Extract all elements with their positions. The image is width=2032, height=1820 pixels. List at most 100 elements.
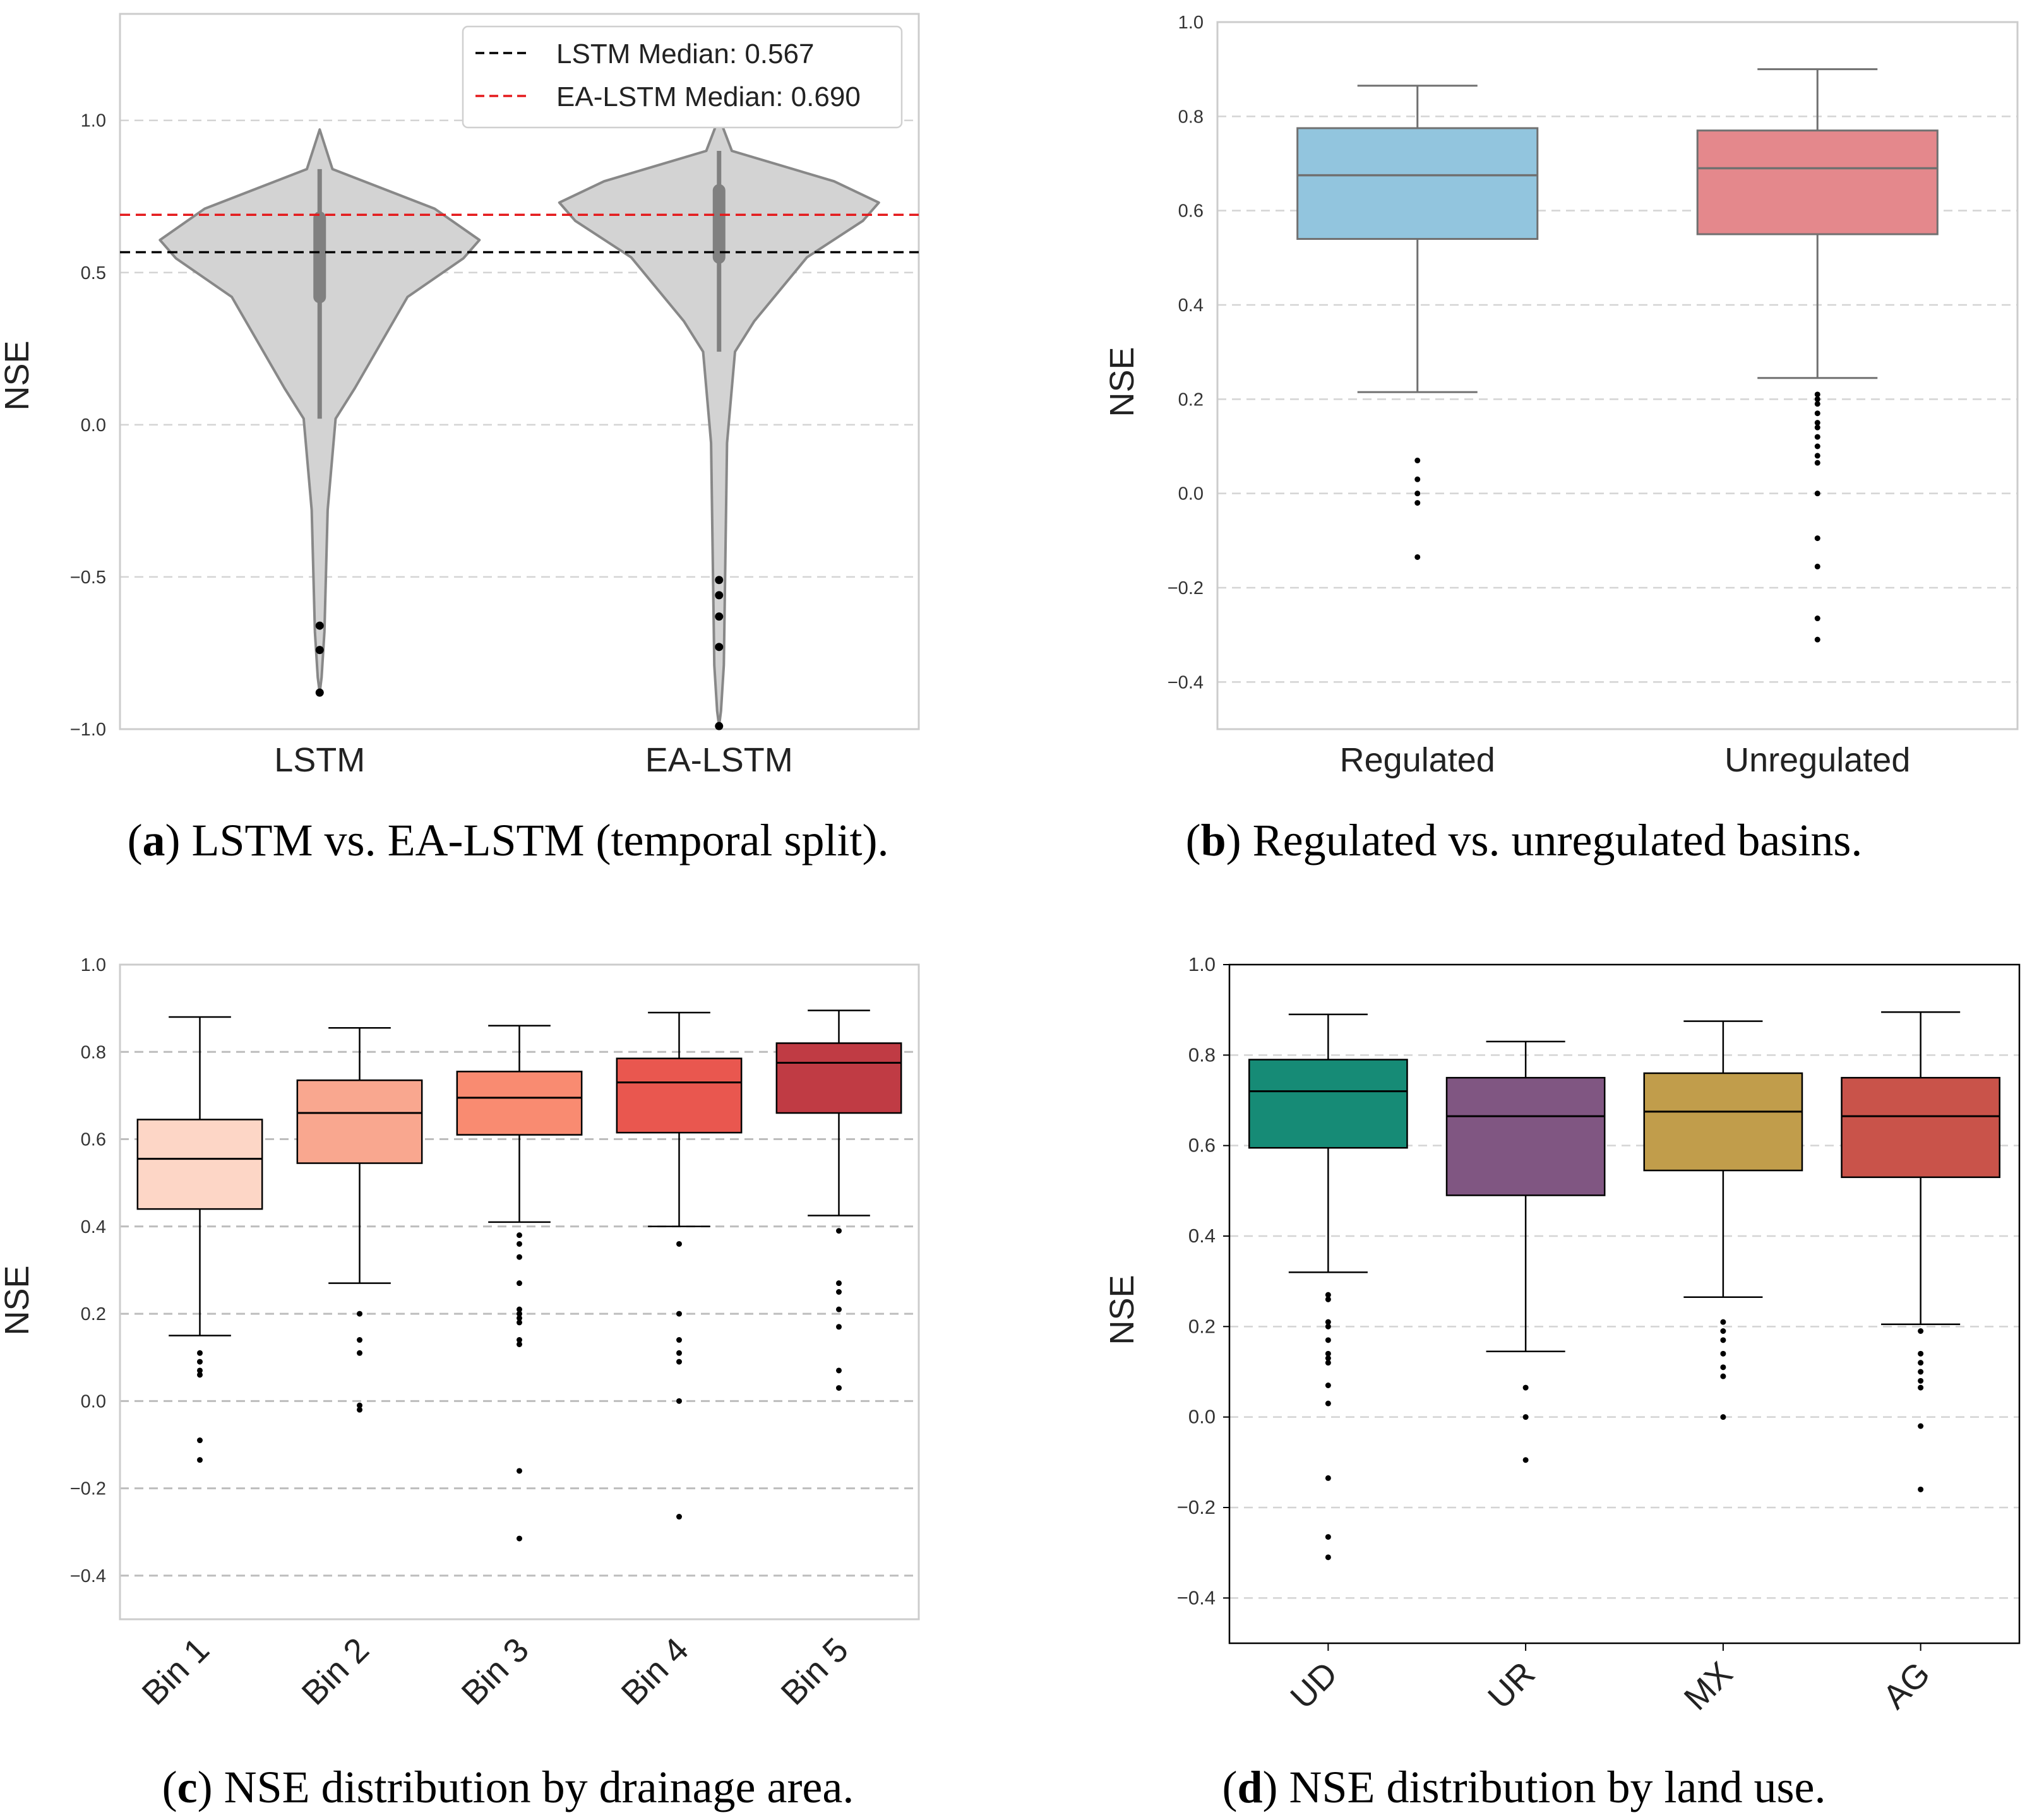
y-tick-label: 0.6 [81, 1130, 106, 1150]
legend-box [462, 25, 903, 129]
caption-d: (d) NSE distribution by land use. [1222, 1762, 1826, 1812]
x-tick-label: EA-LSTM [645, 741, 793, 779]
y-tick-label: −0.5 [70, 568, 106, 588]
outlier-point [676, 1398, 682, 1404]
outlier-point [517, 1311, 522, 1317]
outlier-point [836, 1228, 842, 1234]
outlier-point [1814, 401, 1820, 407]
y-tick-label: 0.0 [81, 1391, 106, 1412]
outlier-point [517, 1315, 522, 1321]
outlier-point [197, 1457, 203, 1463]
outlier-point [715, 612, 724, 621]
y-tick-label: 0.4 [81, 1217, 106, 1237]
box-bin-4 [616, 1057, 743, 1134]
outlier-point [836, 1385, 842, 1391]
axes-frame [1228, 963, 2021, 1645]
x-tick-label: Bin 5 [774, 1631, 856, 1712]
outlier-point [197, 1350, 203, 1356]
outlier-point [1918, 1360, 1924, 1366]
outlier-point [1414, 491, 1421, 497]
y-tick-label: −0.4 [70, 1566, 106, 1586]
outlier-point [1720, 1337, 1726, 1343]
outlier-point [715, 722, 724, 730]
outlier-point [1814, 460, 1820, 466]
box-regulated [1296, 127, 1539, 240]
axes-frame [119, 13, 920, 730]
outlier-point [1918, 1384, 1924, 1391]
box-bin-3 [456, 1071, 583, 1136]
x-tick-label: UR [1481, 1655, 1543, 1716]
y-axis-label: NSE [0, 1265, 36, 1335]
outlier-point [357, 1350, 362, 1356]
outlier-point [1918, 1328, 1924, 1334]
outlier-point [517, 1306, 522, 1312]
outlier-point [1720, 1373, 1726, 1379]
x-tick-label: Bin 1 [135, 1631, 217, 1712]
outlier-point [357, 1311, 362, 1317]
box-bin-5 [775, 1042, 902, 1114]
outlier-point [1522, 1457, 1529, 1463]
outlier-point [1325, 1360, 1331, 1366]
outlier-point [1918, 1377, 1924, 1384]
outlier-point [676, 1514, 682, 1520]
outlier-point [1414, 554, 1421, 560]
box-ag [1841, 1076, 2000, 1179]
y-tick-label: 0.0 [81, 415, 106, 436]
box-unregulated [1696, 129, 1939, 235]
outlier-point [1720, 1414, 1726, 1420]
outlier-point [1814, 424, 1820, 431]
outlier-point [1325, 1319, 1331, 1325]
outlier-point [1325, 1292, 1331, 1298]
outlier-point [676, 1337, 682, 1343]
outlier-point [715, 591, 724, 600]
y-axis-label: NSE [1103, 1275, 1141, 1345]
axes-frame [1216, 21, 2019, 730]
outlier-point [836, 1289, 842, 1295]
outlier-point [1814, 391, 1820, 398]
outlier-point [836, 1367, 842, 1374]
outlier-point [1325, 1383, 1331, 1388]
y-tick-label: 0.4 [1188, 1225, 1216, 1247]
outlier-point [517, 1280, 522, 1287]
outlier-point [1918, 1369, 1924, 1375]
outlier-point [676, 1359, 682, 1365]
outlier-point [315, 646, 324, 655]
outlier-point [1814, 491, 1820, 497]
outlier-point [1918, 1350, 1924, 1357]
outlier-point [836, 1306, 842, 1312]
y-tick-label: 1.0 [81, 955, 106, 975]
legend-label: LSTM Median: 0.567 [556, 39, 814, 69]
x-tick-label: LSTM [274, 741, 365, 779]
box-bin-1 [136, 1119, 263, 1210]
outlier-point [676, 1350, 682, 1356]
y-tick-label: 0.5 [81, 263, 106, 283]
y-tick-label: 0.8 [1188, 1044, 1216, 1066]
outlier-point [1814, 420, 1820, 426]
x-tick-label: Bin 3 [455, 1631, 536, 1712]
y-axis-label: NSE [0, 340, 36, 410]
box-bin-2 [296, 1079, 423, 1164]
y-tick-label: −0.4 [1177, 1586, 1216, 1609]
box-ur [1445, 1076, 1606, 1196]
outlier-point [1814, 453, 1820, 459]
y-tick-label: −0.2 [1168, 578, 1204, 598]
panel-a: −1.0 −0.5 0.0 0.5 1.0 NSE LSTM EA-LSTM LSTM Medi… [0, 13, 920, 779]
outlier-point [1720, 1319, 1726, 1325]
outlier-point [517, 1337, 522, 1343]
y-tick-label: 0.2 [1178, 390, 1204, 410]
box-mx [1643, 1072, 1803, 1172]
y-tick-label: 0.4 [1178, 295, 1204, 316]
outlier-point [517, 1341, 522, 1347]
outlier-point [1720, 1328, 1726, 1334]
outlier-point [676, 1240, 682, 1247]
outlier-point [676, 1311, 682, 1317]
x-tick-label: UD [1283, 1655, 1345, 1716]
outlier-point [1414, 457, 1421, 463]
x-tick-label: Unregulated [1724, 741, 1910, 779]
outlier-point [517, 1254, 522, 1260]
y-tick-label: 0.2 [1188, 1315, 1216, 1337]
outlier-point [517, 1535, 522, 1542]
caption-b: (b) Regulated vs. unregulated basins. [1185, 815, 1863, 865]
y-tick-label: −1.0 [70, 720, 106, 740]
